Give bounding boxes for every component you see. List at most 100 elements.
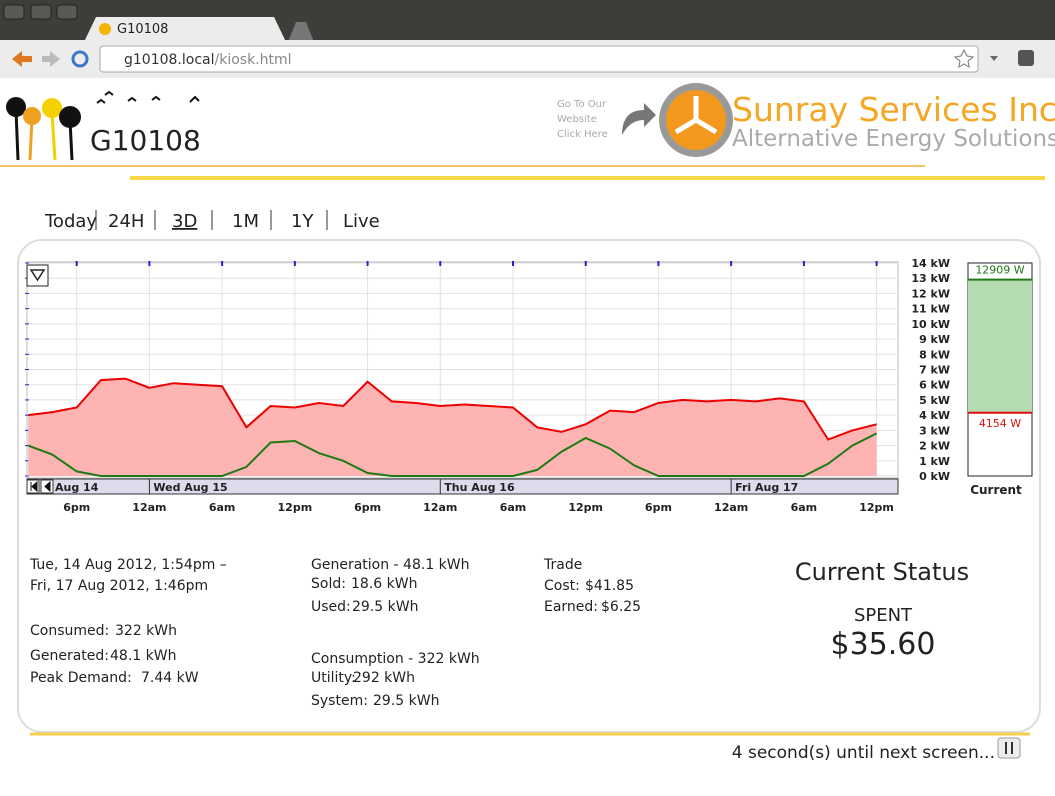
y-tick-label: 0 kW <box>919 470 950 483</box>
section-title: Trade <box>543 557 582 573</box>
back-button[interactable] <box>12 51 32 67</box>
stat-value: 292 kWh <box>353 670 415 686</box>
y-tick-label: 2 kW <box>919 440 950 453</box>
stat-label: Used: <box>311 599 351 615</box>
y-tick-label: 5 kW <box>919 394 950 407</box>
y-tick-label: 3 kW <box>919 424 950 437</box>
y-tick-label: 14 kW <box>911 257 950 270</box>
nav-item[interactable]: 1Y <box>291 211 314 232</box>
close-button[interactable] <box>3 4 25 20</box>
day-label: Aug 14 <box>55 481 99 494</box>
url-path: /kiosk.html <box>215 52 292 68</box>
gauge-label: 12909 W <box>975 264 1024 277</box>
series-line <box>28 377 877 441</box>
x-tick-label: 6pm <box>63 501 90 514</box>
y-tick-label: 9 kW <box>919 333 950 346</box>
stat-label: Generated: <box>30 648 109 664</box>
x-tick-label: 12am <box>714 501 748 514</box>
company-tagline: Alternative Energy Solutions <box>732 126 1055 152</box>
settings-button[interactable] <box>1018 50 1034 66</box>
nav-separators <box>95 210 328 230</box>
y-tick-label: 8 kW <box>919 348 950 361</box>
stat-value: $41.85 <box>585 578 634 594</box>
nav-item[interactable]: Live <box>343 211 380 232</box>
new-tab[interactable] <box>288 22 314 42</box>
stat-label: Consumed: <box>30 623 109 639</box>
y-tick-label: 7 kW <box>919 364 950 377</box>
address-bar[interactable] <box>99 45 979 73</box>
y-tick-label: 10 kW <box>911 318 950 331</box>
x-tick-label: 6am <box>500 501 527 514</box>
x-tick-label: 12pm <box>278 501 313 514</box>
company-name: Sunray Services Inc <box>732 90 1055 129</box>
status-amount: $35.60 <box>831 627 936 662</box>
forward-button[interactable] <box>42 51 60 67</box>
day-label: Fri Aug 17 <box>735 481 798 494</box>
stat-label: Sold: <box>311 576 346 592</box>
x-tick-label: 12am <box>132 501 166 514</box>
x-tick-label: 6pm <box>645 501 672 514</box>
maximize-button[interactable] <box>56 4 78 20</box>
stat-value: 322 kWh <box>115 623 177 639</box>
status-label: SPENT <box>854 605 913 626</box>
logo <box>6 90 200 161</box>
arrow-icon <box>622 103 656 135</box>
stat-label: Peak Demand: <box>30 670 132 686</box>
website-link[interactable]: Website <box>557 114 597 125</box>
countdown: 4 second(s) until next screen... <box>732 743 995 763</box>
gauge-label: 4154 W <box>979 417 1021 430</box>
stat-value: 7.44 kW <box>141 670 199 686</box>
stat-value: 29.5 kWh <box>352 599 418 615</box>
x-tick-label: 6am <box>791 501 818 514</box>
bookmark-star[interactable] <box>953 48 975 68</box>
day-label: Wed Aug 15 <box>153 481 227 494</box>
nav: Today 24H 3D 1M 1Y Live <box>44 210 380 232</box>
tab-title: G10108 <box>117 22 168 37</box>
scroll-icons <box>30 480 51 493</box>
section-title: Generation - 48.1 kWh <box>311 557 470 573</box>
y-tick-label: 6 kW <box>919 379 950 392</box>
stat-label: Earned: <box>544 599 598 615</box>
reload-button[interactable] <box>71 50 89 68</box>
turbine <box>674 96 718 135</box>
y-tick-label: 11 kW <box>911 303 950 316</box>
url-host: g10108.local <box>124 52 215 68</box>
tab[interactable] <box>84 17 286 42</box>
y-tick-label: 1 kW <box>919 455 950 468</box>
stat-label: System: <box>311 693 368 709</box>
x-tick-label: 6am <box>209 501 236 514</box>
stat-label: Utility: <box>311 670 356 686</box>
site-name: G10108 <box>90 124 201 157</box>
minimize-button[interactable] <box>30 4 52 20</box>
nav-item[interactable]: 1M <box>232 211 259 232</box>
main-chart: 0 kW 1 kW 2 kW 3 kW 4 kW 5 kW 6 kW 7 kW 8 kW 9 kW… <box>25 257 1033 514</box>
favicon <box>99 23 111 35</box>
chart-menu[interactable] <box>26 264 49 287</box>
range-start: Tue, 14 Aug 2012, 1:54pm – <box>29 557 227 573</box>
stat-value: 48.1 kWh <box>110 648 176 664</box>
website-link[interactable]: Go To Our <box>557 99 607 110</box>
status-title: Current Status <box>795 558 969 586</box>
pause-icon <box>1005 742 1013 754</box>
x-tick-label: 12pm <box>859 501 894 514</box>
day-label: Thu Aug 16 <box>444 481 515 494</box>
url: g10108.local/kiosk.html <box>124 52 292 68</box>
page-menu[interactable] <box>990 56 998 61</box>
nav-item[interactable]: 24H <box>108 211 144 232</box>
section-title: Consumption - 322 kWh <box>311 651 480 667</box>
nav-item[interactable]: Today <box>44 211 97 232</box>
y-tick-label: 4 kW <box>919 409 950 422</box>
nav-item-active[interactable]: 3D <box>172 211 197 232</box>
gauge-fill <box>968 279 1032 413</box>
website-link[interactable]: Click Here <box>557 129 608 140</box>
x-tick-label: 12pm <box>568 501 603 514</box>
stat-value: 29.5 kWh <box>373 693 439 709</box>
chart-menu-icon <box>29 269 46 282</box>
x-tick-label: 6pm <box>354 501 381 514</box>
range-end: Fri, 17 Aug 2012, 1:46pm <box>30 578 208 594</box>
gauge-xlabel: Current <box>970 483 1022 497</box>
series-line <box>27 432 878 477</box>
pause-button[interactable] <box>997 737 1021 759</box>
